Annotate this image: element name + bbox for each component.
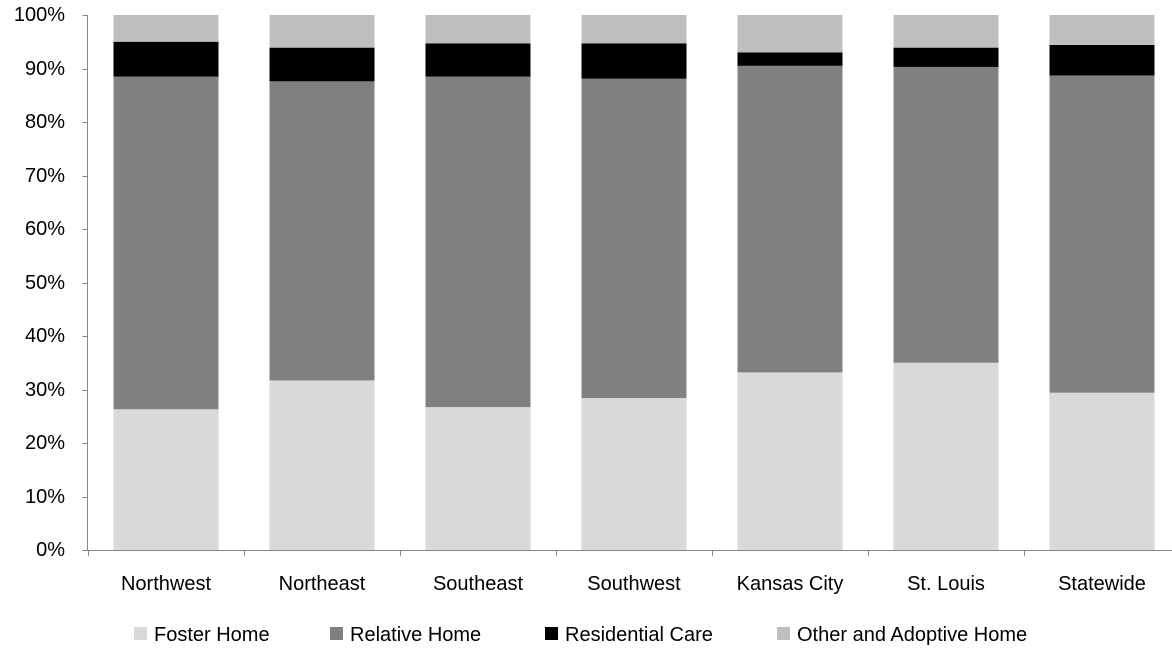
bar-statewide-other-and-adoptive-home	[1049, 15, 1155, 45]
bar-statewide-relative-home	[1049, 75, 1155, 393]
x-tick-label-southeast: Southeast	[433, 573, 524, 595]
bar-kansas-city-other-and-adoptive-home	[737, 15, 843, 53]
y-tick-label: 40%	[25, 325, 65, 347]
y-tick-layer: 0% 10% 20% 30% 40% 50% 60% 70% 80% 90% 100%	[14, 4, 88, 561]
legend-swatch-foster-home	[134, 627, 147, 640]
bar-kansas-city-foster-home	[737, 372, 843, 550]
axes-layer	[87, 15, 1172, 551]
bar-statewide-residential-care	[1049, 44, 1155, 76]
y-tick-label: 80%	[25, 111, 65, 133]
x-tick-label-northeast: Northeast	[279, 573, 366, 595]
legend-label-residential-care: Residential Care	[565, 624, 713, 646]
y-tick-label: 70%	[25, 165, 65, 187]
bar-st-louis-relative-home	[893, 66, 999, 363]
bar-northeast-foster-home	[269, 380, 375, 550]
bar-northeast-relative-home	[269, 81, 375, 381]
legend-swatch-relative-home	[330, 627, 343, 640]
bar-st-louis-other-and-adoptive-home	[893, 15, 999, 48]
legend-label-other-and-adoptive-home: Other and Adoptive Home	[797, 624, 1027, 646]
legend-swatch-residential-care	[545, 627, 558, 640]
bar-northwest-residential-care	[113, 41, 219, 77]
bar-southeast-relative-home	[425, 76, 531, 408]
legend: Foster Home Relative Home Residential Care…	[134, 624, 1027, 646]
y-tick-label: 100%	[14, 4, 65, 26]
legend-label-foster-home: Foster Home	[154, 624, 270, 646]
bar-northwest-relative-home	[113, 76, 219, 410]
bar-southwest-relative-home	[581, 78, 687, 399]
y-tick-label: 0%	[36, 539, 65, 561]
x-tick-label-southwest: Southwest	[587, 573, 681, 595]
bar-southwest-other-and-adoptive-home	[581, 15, 687, 44]
x-tick-layer: Northwest Northeast Southeast Southwest Kans…	[88, 550, 1146, 595]
x-tick-label-st-louis: St. Louis	[907, 573, 985, 595]
bar-st-louis-foster-home	[893, 362, 999, 550]
bar-kansas-city-residential-care	[737, 52, 843, 66]
bar-statewide-foster-home	[1049, 392, 1155, 550]
bar-northwest-other-and-adoptive-home	[113, 15, 219, 42]
legend-label-relative-home: Relative Home	[350, 624, 481, 646]
bar-northeast-residential-care	[269, 47, 375, 82]
x-tick-label-northwest: Northwest	[121, 573, 211, 595]
bar-southeast-foster-home	[425, 407, 531, 550]
y-tick-label: 30%	[25, 379, 65, 401]
bar-southwest-residential-care	[581, 43, 687, 79]
y-tick-label: 10%	[25, 486, 65, 508]
x-tick-label-statewide: Statewide	[1058, 573, 1146, 595]
bar-kansas-city-relative-home	[737, 65, 843, 373]
x-tick-label-kansas-city: Kansas City	[737, 573, 844, 595]
y-tick-label: 60%	[25, 218, 65, 240]
y-tick-label: 90%	[25, 58, 65, 80]
bar-northeast-other-and-adoptive-home	[269, 15, 375, 48]
bar-southeast-other-and-adoptive-home	[425, 15, 531, 44]
y-tick-label: 20%	[25, 432, 65, 454]
y-tick-label: 50%	[25, 272, 65, 294]
legend-swatch-other-and-adoptive-home	[777, 627, 790, 640]
bars-layer	[113, 15, 1155, 550]
bar-st-louis-residential-care	[893, 47, 999, 67]
bar-northwest-foster-home	[113, 409, 219, 550]
bar-southwest-foster-home	[581, 398, 687, 550]
bar-southeast-residential-care	[425, 43, 531, 77]
